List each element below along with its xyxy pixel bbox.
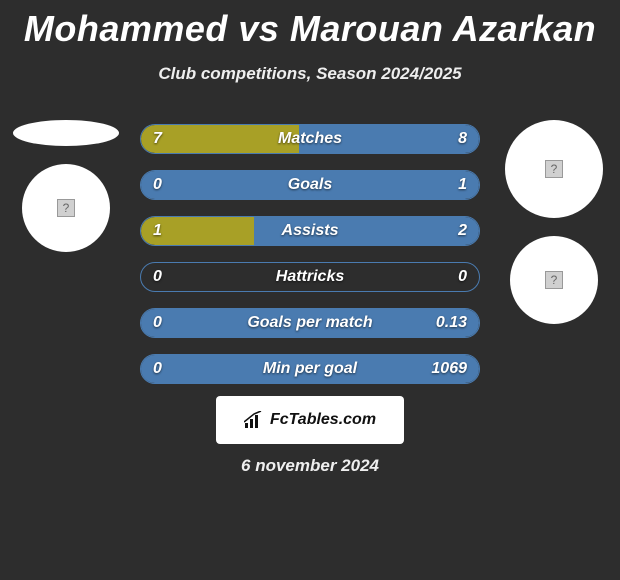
stat-right-value: 1 [458,176,467,194]
stat-left-value: 0 [153,176,162,194]
stat-left-value: 0 [153,360,162,378]
stat-right-value: 1069 [431,360,467,378]
stat-left-value: 0 [153,314,162,332]
stat-left-value: 7 [153,130,162,148]
placeholder-icon [545,271,563,289]
stat-right-value: 0 [458,268,467,286]
left-avatar-ellipse [13,120,119,146]
stat-label: Hattricks [276,268,344,286]
page-title: Mohammed vs Marouan Azarkan [0,0,620,50]
stat-label: Matches [278,130,342,148]
placeholder-icon [545,160,563,178]
placeholder-icon [57,199,75,217]
stat-right-value: 2 [458,222,467,240]
right-avatar-circle-2 [510,236,598,324]
stat-label: Assists [282,222,339,240]
stat-label: Goals per match [247,314,372,332]
stat-left-value: 0 [153,268,162,286]
left-avatars [6,120,126,270]
stat-row: 0 Goals per match 0.13 [140,308,480,338]
stat-row: 1 Assists 2 [140,216,480,246]
stat-right-value: 0.13 [436,314,467,332]
brand-text: FcTables.com [270,411,376,429]
subtitle: Club competitions, Season 2024/2025 [0,64,620,84]
chart-icon [244,411,266,429]
stat-row: 7 Matches 8 [140,124,480,154]
right-avatar-circle-1 [505,120,603,218]
stat-label: Goals [288,176,332,194]
right-avatars [494,120,614,342]
stat-row: 0 Hattricks 0 [140,262,480,292]
date-text: 6 november 2024 [241,456,379,476]
stat-left-value: 1 [153,222,162,240]
left-avatar-circle [22,164,110,252]
brand-badge: FcTables.com [216,396,404,444]
stat-label: Min per goal [263,360,357,378]
stats-container: 7 Matches 8 0 Goals 1 1 Assists 2 0 Hattricks 0 0 Goa… [140,124,480,400]
stat-fill-left [141,125,299,153]
stat-row: 0 Goals 1 [140,170,480,200]
stat-row: 0 Min per goal 1069 [140,354,480,384]
stat-right-value: 8 [458,130,467,148]
